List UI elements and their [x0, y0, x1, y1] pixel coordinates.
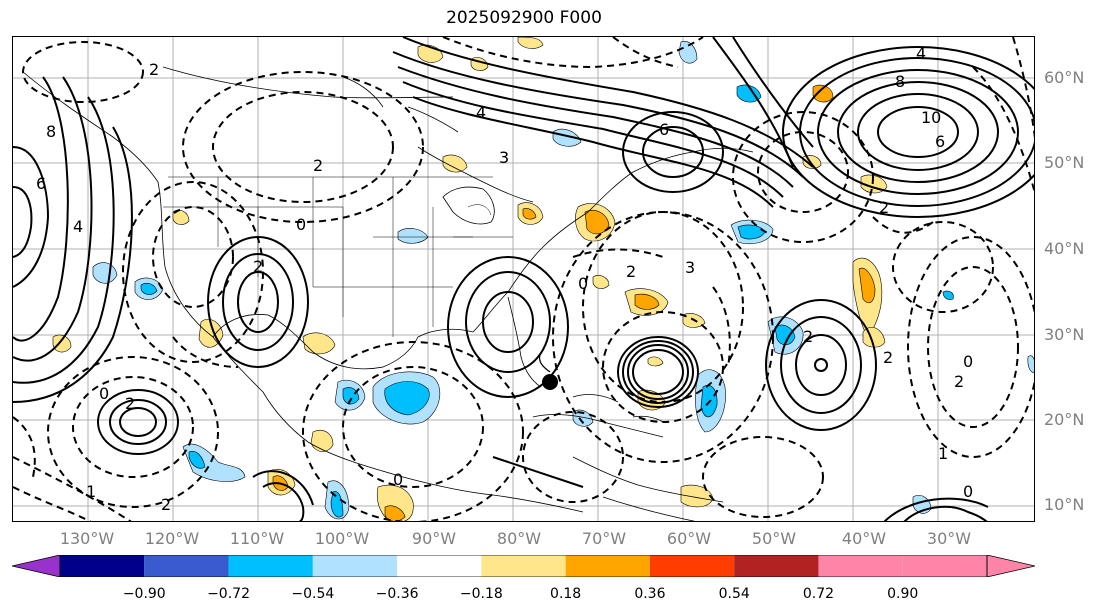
- lat-label-60n: 60°N: [1044, 68, 1085, 87]
- negative-contours: [13, 37, 1034, 521]
- contour-label: 2: [879, 198, 889, 217]
- contour-label: 2: [954, 372, 964, 391]
- colorbar-tick-label: 0.18: [550, 586, 582, 602]
- lon-label-130w: 130°W: [59, 529, 115, 548]
- contour-label: 2: [803, 327, 813, 346]
- colorbar-cells: [12, 555, 1035, 577]
- contour-label: 6: [935, 132, 945, 151]
- shaded-anomalies: [52, 37, 1034, 521]
- contour-label: 8: [46, 122, 56, 141]
- colorbar-tick-label: −0.18: [459, 586, 503, 602]
- colorbar-tick-label: −0.90: [122, 586, 166, 602]
- storm-center-marker: [542, 374, 558, 390]
- lat-label-20n: 20°N: [1044, 410, 1085, 429]
- colorbar-cell: [481, 555, 566, 577]
- colorbar-border: [59, 555, 988, 577]
- lon-label-70w: 70°W: [581, 529, 627, 548]
- lon-label-30w: 30°W: [926, 529, 972, 548]
- contour-label: 0: [963, 352, 973, 371]
- lon-label-110w: 110°W: [229, 529, 285, 548]
- contour-label: 0: [963, 482, 973, 501]
- colorbar-tick-label: −0.36: [375, 586, 419, 602]
- colorbar-tick-label: 0.72: [802, 586, 835, 602]
- contour-label: 2: [149, 60, 159, 79]
- contour-label: 3: [685, 258, 695, 277]
- colorbar-cell: [565, 555, 650, 577]
- map-title: 2025092900 F000: [446, 8, 602, 28]
- colorbar-extend-min: [12, 555, 61, 577]
- colorbar-cell: [649, 555, 735, 577]
- map-canvas: 2 8 6 4 2 0 2 4 3 6 4 8 10 6 2 3 2 0 2 2…: [13, 37, 1034, 521]
- lat-label-40n: 40°N: [1044, 239, 1085, 258]
- contour-label: 8: [895, 72, 905, 91]
- colorbar-tick-label: −0.72: [207, 586, 250, 602]
- contour-label: 6: [659, 120, 669, 139]
- colorbar-cell: [902, 555, 987, 577]
- map-panel: 2 8 6 4 2 0 2 4 3 6 4 8 10 6 2 3 2 0 2 2…: [12, 36, 1035, 522]
- colorbar-cell: [228, 555, 313, 577]
- positive-contours: [13, 37, 1034, 521]
- contour-label: 2: [125, 394, 135, 413]
- lon-label-120w: 120°W: [144, 529, 200, 548]
- colorbar-extend-max: [986, 555, 1035, 577]
- contour-label: 1: [86, 482, 96, 501]
- colorbar-cell: [818, 555, 903, 577]
- contour-label: 2: [626, 262, 636, 281]
- contour-label: 0: [393, 470, 403, 489]
- contour-label: 6: [36, 174, 46, 193]
- colorbar-cell: [144, 555, 229, 577]
- lon-label-40w: 40°W: [841, 529, 887, 548]
- contour-label: 2: [313, 156, 323, 175]
- colorbar-cell: [734, 555, 819, 577]
- colorbar-tick-label: −0.54: [291, 586, 335, 602]
- contour-label: 3: [499, 148, 509, 167]
- lon-label-100w: 100°W: [314, 529, 370, 548]
- contour-label: 0: [578, 274, 588, 293]
- lat-label-30n: 30°N: [1044, 325, 1085, 344]
- storm-track: [538, 354, 551, 373]
- contour-label: 4: [73, 217, 83, 236]
- colorbar-tick-label: 0.36: [634, 586, 666, 602]
- lon-label-50w: 50°W: [751, 529, 797, 548]
- contour-label: 4: [476, 103, 486, 122]
- lon-label-90w: 90°W: [411, 529, 457, 548]
- colorbar-tick-label: 0.54: [718, 586, 750, 602]
- contour-label: 4: [916, 44, 926, 63]
- lat-label-10n: 10°N: [1044, 495, 1085, 514]
- lon-label-60w: 60°W: [666, 529, 712, 548]
- lon-label-80w: 80°W: [496, 529, 542, 548]
- colorbar-cell: [60, 555, 145, 577]
- contour-label: 1: [938, 444, 948, 463]
- contour-label: 0: [99, 384, 109, 403]
- contour-label: 2: [883, 348, 893, 367]
- lat-label-50n: 50°N: [1044, 153, 1085, 172]
- contour-labels: 2 8 6 4 2 0 2 4 3 6 4 8 10 6 2 3 2 0 2 2…: [36, 44, 973, 514]
- contour-label: 2: [253, 257, 263, 276]
- contour-label: 0: [296, 215, 306, 234]
- contour-label: 2: [161, 495, 171, 514]
- colorbar-tick-label: 0.90: [887, 586, 919, 602]
- colorbar-cell: [397, 555, 482, 577]
- contour-label: 10: [921, 108, 941, 127]
- colorbar-cell: [312, 555, 398, 577]
- colorbar: [12, 555, 1035, 577]
